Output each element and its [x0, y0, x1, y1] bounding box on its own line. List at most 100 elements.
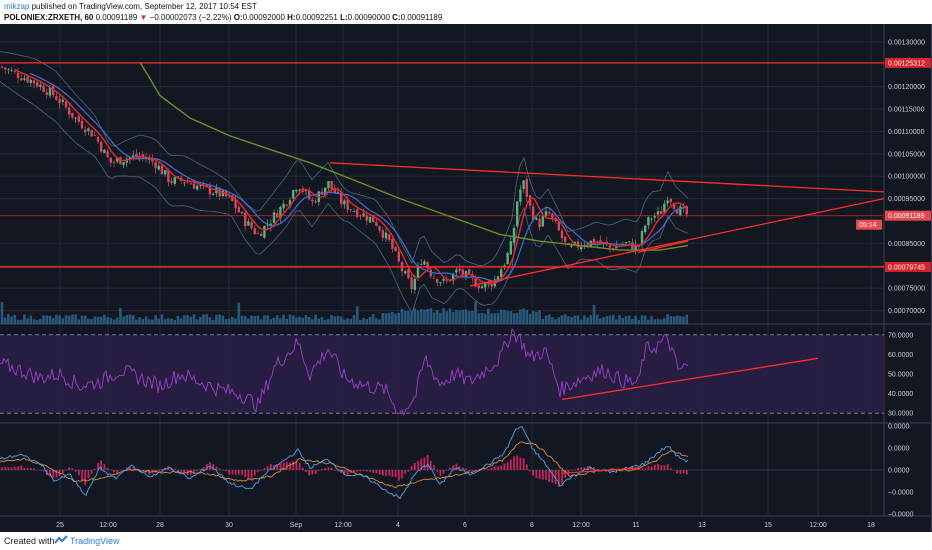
volume-bar: [538, 310, 541, 324]
volume-bar: [151, 319, 154, 324]
volume-bar: [154, 315, 157, 324]
macd-histogram-bar: [676, 470, 679, 474]
candle-body: [564, 236, 567, 242]
candle-body: [186, 182, 189, 184]
volume-bar: [147, 319, 151, 324]
volume-bar: [531, 311, 535, 324]
candle-body: [116, 158, 119, 162]
volume-bar: [378, 319, 381, 324]
volume-bar: [515, 312, 519, 324]
macd-histogram-bar: [404, 470, 407, 474]
volume-bar: [58, 315, 61, 324]
volume-bar: [423, 309, 426, 324]
macd-histogram-bar: [132, 467, 135, 470]
x-tick-label: 12:00: [334, 522, 352, 529]
macd-histogram-bar: [362, 470, 365, 472]
volume-bar: [435, 310, 439, 324]
macd-histogram-bar: [497, 466, 499, 470]
high-value: 0.00092251: [295, 13, 338, 22]
candle-body: [311, 199, 314, 202]
macd-histogram-bar: [493, 466, 496, 470]
volume-bar: [448, 308, 452, 324]
candle-body: [260, 233, 263, 237]
price-tick-label: 0.00100000: [888, 174, 925, 181]
candle-body: [173, 177, 176, 184]
volume-bar: [247, 318, 250, 324]
macd-histogram-bar: [564, 470, 567, 478]
macd-histogram-bar: [282, 462, 285, 470]
candle-body: [500, 269, 503, 278]
macd-histogram-bar: [311, 470, 314, 475]
macd-histogram-bar: [554, 470, 557, 485]
published-text: published on TradingView.com, September …: [29, 2, 257, 11]
volume-bar: [263, 315, 266, 324]
volume-bar: [218, 314, 221, 324]
volume-bar: [253, 316, 257, 324]
last-price: 0.00091189: [95, 13, 138, 22]
macd-histogram-bar: [535, 470, 538, 479]
volume-bar: [199, 317, 202, 324]
volume-bar: [275, 315, 279, 324]
candle-body: [84, 129, 87, 133]
macd-histogram-bar: [298, 463, 301, 470]
price-tick-label: 0.00110000: [888, 129, 925, 136]
candle-body: [394, 247, 397, 251]
volume-bar: [119, 307, 122, 324]
volume-bar: [323, 319, 327, 324]
volume-bar: [109, 317, 113, 324]
macd-histogram-bar: [225, 470, 227, 471]
trading-chart[interactable]: 25 12:00 28 30 Sep 12:00 4 6 8 12:00 11 13 15 12:00 18…: [0, 24, 932, 532]
tradingview-logo-icon: [54, 535, 68, 544]
x-tick-label: 13: [698, 522, 706, 529]
macd-tick-label: 0.0000: [888, 446, 910, 453]
macd-histogram-bar: [666, 464, 669, 470]
author-link[interactable]: mikzap: [4, 2, 30, 11]
macd-histogram-bar: [77, 470, 80, 476]
volume-bar: [298, 316, 301, 324]
macd-histogram-bar: [660, 464, 663, 470]
candle-body: [512, 227, 516, 243]
macd-histogram-bar: [314, 470, 317, 475]
volume-bar: [362, 317, 365, 324]
candle-body: [285, 204, 288, 206]
volume-bar: [400, 308, 404, 324]
candle-body: [346, 199, 349, 210]
macd-histogram-bar: [593, 467, 595, 470]
x-tick-label: 30: [225, 522, 233, 529]
volume-bar: [595, 314, 599, 324]
tradingview-brand-link[interactable]: TradingView: [70, 536, 120, 546]
candle-body: [288, 200, 292, 207]
candle-body: [413, 278, 416, 290]
candle-body: [685, 206, 688, 215]
macd-histogram-bar: [679, 470, 682, 474]
volume-bar: [320, 317, 324, 324]
macd-histogram-bar: [109, 469, 112, 470]
macd-histogram-bar: [477, 469, 480, 470]
volume-bar: [64, 315, 68, 324]
candle-body: [381, 230, 384, 238]
macd-histogram-bar: [490, 467, 493, 470]
candle-body: [608, 245, 612, 248]
trendline: [637, 240, 689, 253]
volume-bar: [93, 316, 97, 324]
macd-histogram-bar: [570, 470, 573, 471]
volume-bar: [266, 315, 269, 324]
candle-body: [660, 211, 663, 215]
macd-histogram-bar: [161, 468, 163, 470]
macd-histogram-bar: [7, 467, 10, 470]
volume-bar: [237, 302, 241, 324]
macd-histogram-bar: [455, 463, 458, 470]
volume-bar: [557, 317, 561, 324]
candle-body: [615, 245, 618, 249]
volume-bar: [391, 312, 394, 324]
volume-bar: [29, 315, 33, 324]
candle-body: [557, 221, 560, 231]
volume-bar: [288, 314, 292, 324]
macd-histogram-bar: [81, 470, 83, 481]
rsi-band: [0, 334, 884, 414]
volume-bar: [474, 301, 477, 324]
candle-body: [368, 216, 372, 223]
volume-bar: [51, 317, 55, 324]
open-value: 0.00092000: [242, 13, 285, 22]
candle-body: [141, 154, 144, 157]
